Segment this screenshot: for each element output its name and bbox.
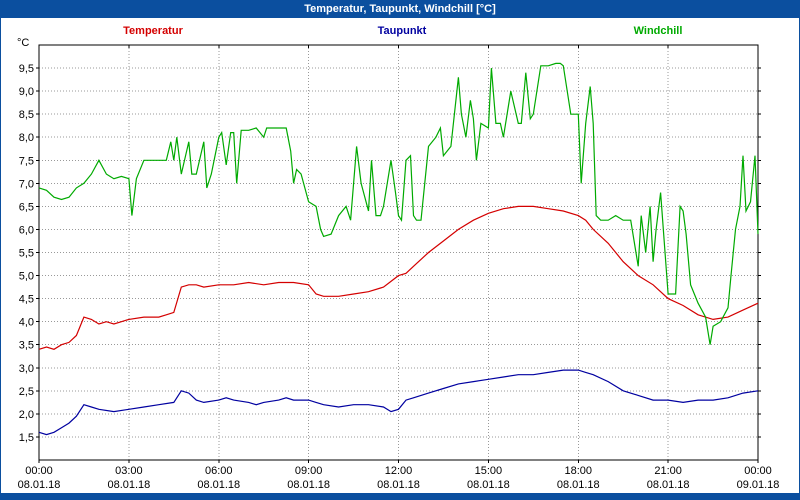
legend-taupunkt: Taupunkt: [377, 25, 427, 37]
svg-text:12:00: 12:00: [385, 465, 413, 477]
svg-text:09.01.18: 09.01.18: [737, 479, 780, 491]
svg-text:8,0: 8,0: [19, 132, 34, 144]
window-title: Temperatur, Taupunkt, Windchill [°C]: [304, 3, 496, 15]
svg-text:8,5: 8,5: [19, 109, 34, 121]
svg-text:4,0: 4,0: [19, 317, 34, 329]
svg-text:3,5: 3,5: [19, 340, 34, 352]
svg-text:15:00: 15:00: [475, 465, 503, 477]
svg-text:1,5: 1,5: [19, 432, 34, 444]
svg-text:00:00: 00:00: [25, 465, 53, 477]
svg-text:08.01.18: 08.01.18: [467, 479, 510, 491]
svg-text:6,5: 6,5: [19, 201, 34, 213]
svg-text:9,0: 9,0: [19, 86, 34, 98]
legend-temperatur: Temperatur: [123, 25, 183, 37]
svg-text:08.01.18: 08.01.18: [18, 479, 61, 491]
series-windchill: [38, 62, 759, 345]
bottom-bar: [1, 493, 799, 500]
series-taupunkt: [38, 369, 759, 436]
svg-text:5,0: 5,0: [19, 271, 34, 283]
svg-text:2,0: 2,0: [19, 409, 34, 421]
svg-text:09:00: 09:00: [295, 465, 323, 477]
svg-text:18:00: 18:00: [564, 465, 592, 477]
svg-text:08.01.18: 08.01.18: [197, 479, 240, 491]
legend-windchill: Windchill: [633, 25, 683, 37]
svg-text:3,0: 3,0: [19, 363, 34, 375]
svg-text:7,0: 7,0: [19, 178, 34, 190]
svg-text:03:00: 03:00: [115, 465, 143, 477]
svg-text:2,5: 2,5: [19, 386, 34, 398]
svg-text:4,5: 4,5: [19, 294, 34, 306]
svg-text:08.01.18: 08.01.18: [107, 479, 150, 491]
svg-text:00:00: 00:00: [744, 465, 772, 477]
series-temperatur: [38, 205, 759, 350]
svg-text:08.01.18: 08.01.18: [287, 479, 330, 491]
y-axis-unit-label: °C: [17, 37, 30, 49]
svg-text:5,5: 5,5: [19, 248, 34, 260]
svg-text:08.01.18: 08.01.18: [557, 479, 600, 491]
svg-text:6,0: 6,0: [19, 224, 34, 236]
svg-text:06:00: 06:00: [205, 465, 233, 477]
svg-text:21:00: 21:00: [654, 465, 682, 477]
svg-text:9,5: 9,5: [19, 63, 34, 75]
svg-text:08.01.18: 08.01.18: [647, 479, 690, 491]
svg-text:08.01.18: 08.01.18: [377, 479, 420, 491]
title-bar: Temperatur, Taupunkt, Windchill [°C]: [1, 0, 799, 18]
svg-text:7,5: 7,5: [19, 155, 34, 167]
